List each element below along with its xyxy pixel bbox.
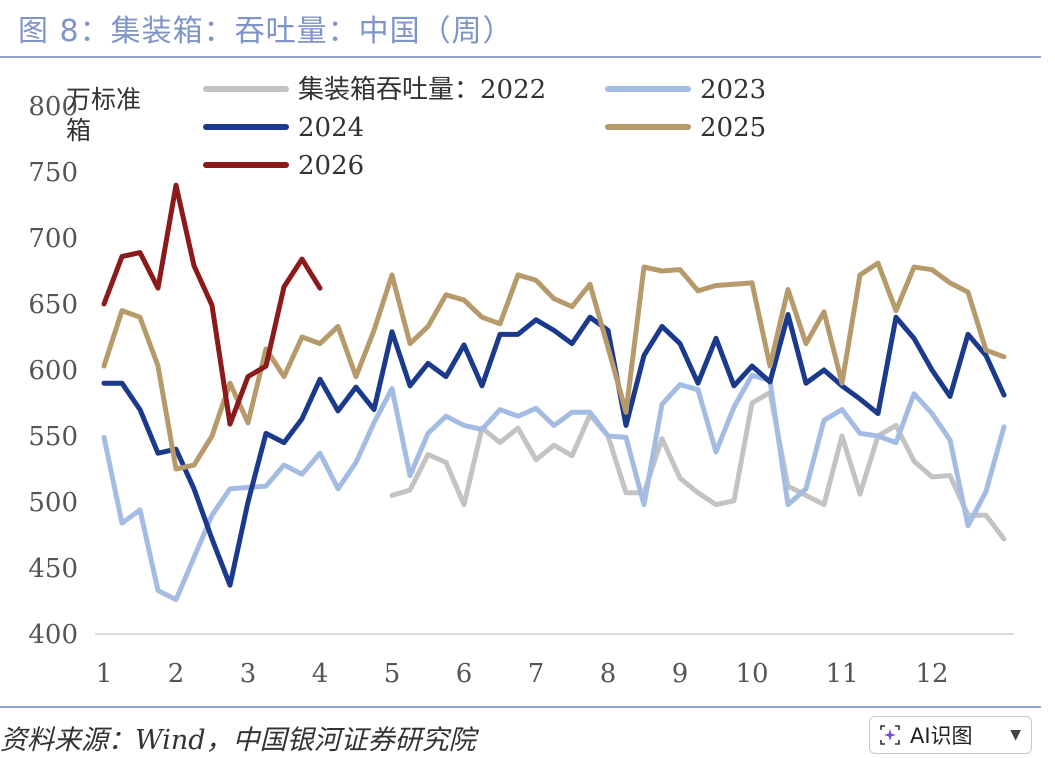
ai-sparkle-icon — [880, 725, 900, 745]
x-tick-label: 6 — [456, 659, 473, 689]
x-tick-label: 4 — [312, 659, 329, 689]
series-group — [101, 182, 1007, 603]
x-tick-label: 8 — [600, 659, 617, 689]
series-line-4 — [101, 260, 1007, 472]
legend-label: 2026 — [298, 151, 364, 181]
top-rule — [0, 56, 1041, 58]
legend-label: 2025 — [700, 113, 766, 143]
y-tick-label: 450 — [28, 554, 78, 584]
ai-recognize-label: AI识图 — [910, 724, 973, 748]
series-line-5 — [101, 182, 323, 427]
chevron-down-icon: ▼ — [1010, 727, 1021, 743]
y-tick-label: 400 — [28, 620, 78, 650]
x-axis: 1 2 3 4 5 6 7 8 9 10 11 12 — [96, 659, 949, 689]
series-line-1 — [389, 389, 1007, 542]
legend-label: 2023 — [700, 75, 766, 105]
x-tick-label: 9 — [672, 659, 689, 689]
ai-recognize-button[interactable]: AI识图 ▼ — [869, 716, 1032, 754]
legend-label: 2024 — [298, 113, 364, 143]
x-tick-label: 7 — [528, 659, 545, 689]
x-tick-label: 3 — [240, 659, 257, 689]
legend: 集装箱吞吐量：2022 2023 2024 2025 2026 — [203, 75, 766, 181]
y-axis-title: 箱 — [66, 116, 91, 145]
y-tick-label: 600 — [28, 356, 78, 386]
x-tick-label: 12 — [915, 659, 948, 689]
x-tick-label: 1 — [96, 659, 113, 689]
source-note: 资料来源：Wind，中国银河证券研究院 — [0, 725, 476, 756]
y-tick-label: 800 — [28, 92, 78, 122]
x-tick-label: 11 — [825, 659, 858, 689]
figure-title: 图 8：集装箱：吞吐量：中国（周） — [18, 14, 514, 49]
x-tick-label: 5 — [384, 659, 401, 689]
y-axis-title: 万标准 — [66, 85, 141, 114]
y-tick-label: 500 — [28, 488, 78, 518]
bottom-rule — [0, 706, 1041, 708]
legend-label: 集装箱吞吐量：2022 — [298, 75, 546, 105]
y-tick-label: 550 — [28, 422, 78, 452]
y-tick-label: 650 — [28, 290, 78, 320]
series-line-3 — [101, 312, 1007, 588]
x-tick-label: 2 — [168, 659, 185, 689]
y-tick-label: 750 — [28, 158, 78, 188]
x-tick-label: 10 — [735, 659, 768, 689]
y-tick-label: 700 — [28, 224, 78, 254]
